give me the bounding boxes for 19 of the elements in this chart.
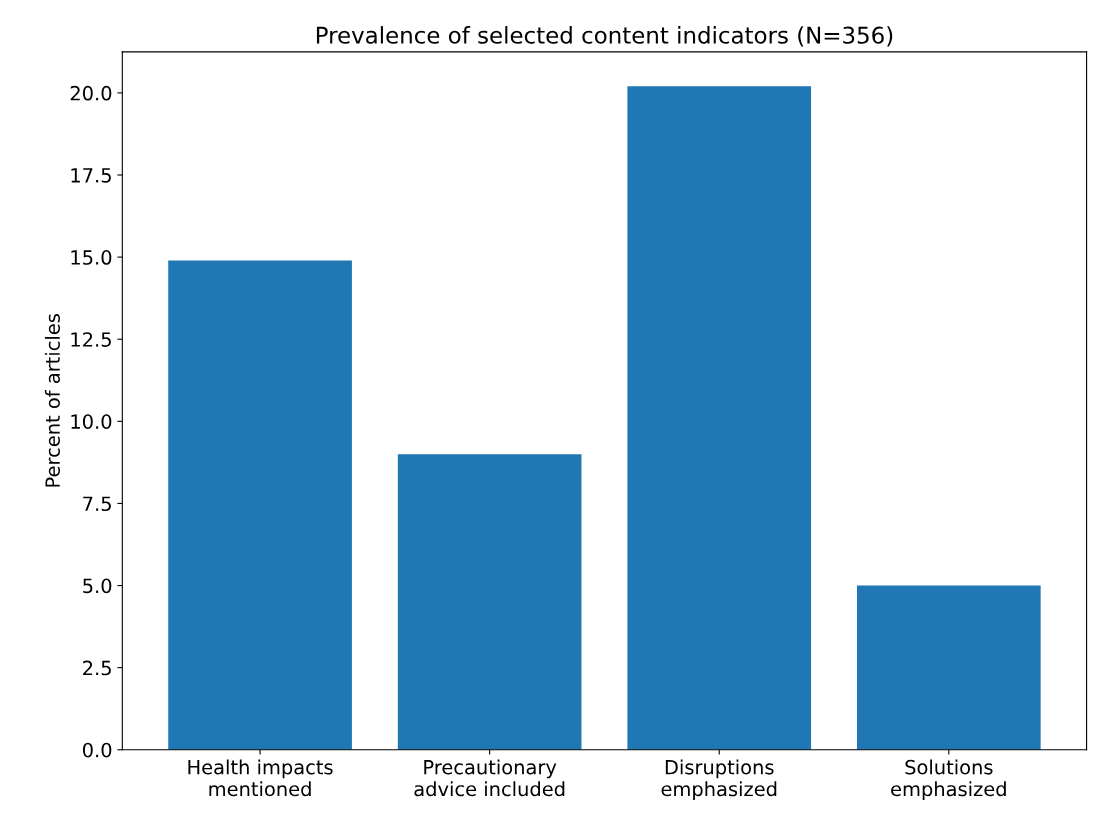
y-tick-label: 10.0 — [71, 414, 112, 429]
x-tick-label: Disruptions emphasized — [661, 759, 777, 801]
y-tick-label: 7.5 — [83, 496, 111, 512]
chart-title: Prevalence of selected content indicators (N=356) — [316, 26, 893, 47]
bar — [856, 585, 1041, 750]
y-tick-label: 12.5 — [71, 332, 111, 347]
bar — [168, 260, 352, 750]
y-tick-label: 17.5 — [71, 168, 111, 183]
y-tick-label: 2.5 — [83, 660, 111, 676]
x-tick-label: Health impacts mentioned — [188, 759, 333, 797]
x-tick-label: Solutions emphasized — [891, 759, 1006, 801]
y-tick-label: 20.0 — [70, 85, 112, 101]
x-tick-label: Precautionary advice included — [414, 759, 565, 797]
y-tick-label: 5.0 — [83, 578, 112, 594]
y-tick-label: 15.0 — [71, 250, 112, 265]
y-tick-label: 0.0 — [82, 742, 112, 758]
bar — [397, 454, 582, 750]
bar — [627, 86, 812, 750]
y-axis-title: Percent of articles — [44, 314, 60, 487]
